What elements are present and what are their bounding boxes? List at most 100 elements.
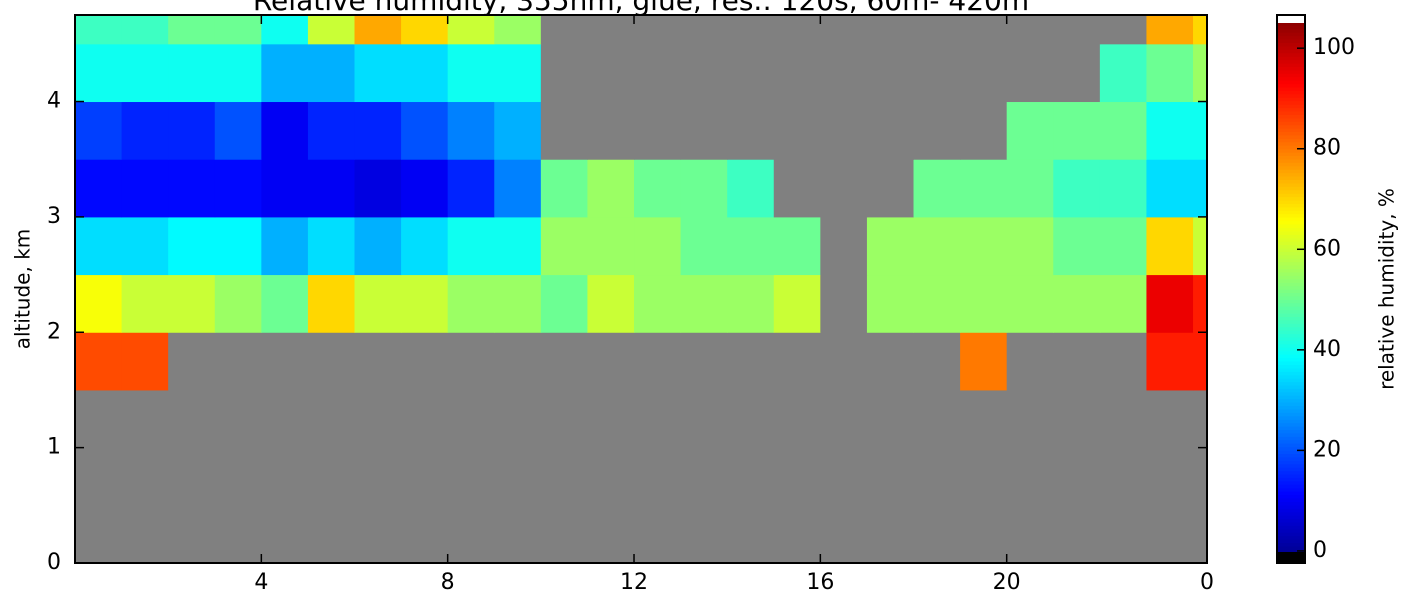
- heatmap-cell: [913, 505, 961, 564]
- colorbar-band: [1277, 196, 1305, 201]
- heatmap-cell: [634, 505, 682, 564]
- heatmap-cell: [820, 15, 868, 45]
- colorbar-band: [1277, 152, 1305, 157]
- colorbar-band: [1277, 186, 1305, 191]
- heatmap-cell: [261, 274, 309, 333]
- colorbar-band: [1277, 282, 1305, 287]
- colorbar-band: [1277, 206, 1305, 211]
- colorbar-band: [1277, 69, 1305, 74]
- heatmap-cell: [494, 332, 542, 391]
- colorbar-band: [1277, 302, 1305, 307]
- colorbar-band: [1277, 343, 1305, 348]
- heatmap-cell: [866, 274, 915, 333]
- heatmap-cell: [494, 101, 542, 160]
- heatmap-cell: [1193, 274, 1208, 333]
- heatmap-cell: [261, 159, 309, 218]
- colorbar-band: [1277, 347, 1305, 352]
- y-axis-label: altitude, km: [11, 229, 35, 350]
- heatmap-cell: [1146, 216, 1194, 276]
- heatmap-cell: [261, 332, 309, 391]
- heatmap-cell: [121, 274, 169, 333]
- colorbar-band: [1277, 97, 1305, 102]
- heatmap-cell: [1006, 447, 1054, 506]
- heatmap-cell: [447, 216, 495, 276]
- heatmap-cell: [587, 505, 635, 564]
- heatmap-cell: [214, 447, 262, 506]
- plot-frame: [74, 14, 1208, 564]
- colorbar-band: [1277, 128, 1305, 133]
- heatmap-cell: [913, 332, 961, 391]
- heatmap-cell: [680, 389, 728, 449]
- heatmap-cell: [494, 15, 542, 45]
- colorbar-band: [1277, 364, 1305, 369]
- colorbar-band: [1277, 443, 1305, 448]
- heatmap-cell: [214, 43, 262, 103]
- heatmap-cell: [401, 101, 449, 160]
- heatmap-cell: [494, 447, 542, 506]
- colorbar-band: [1277, 405, 1305, 410]
- colorbar-band: [1277, 436, 1305, 441]
- heatmap-cell: [1193, 332, 1208, 391]
- colorbar-band: [1277, 484, 1305, 489]
- heatmap-cell: [540, 389, 588, 449]
- heatmap-cell: [168, 332, 216, 391]
- heatmap-cell: [261, 101, 309, 160]
- colorbar-band: [1277, 491, 1305, 496]
- heatmap-cell: [727, 15, 775, 45]
- colorbar-band: [1277, 271, 1305, 276]
- colorbar-band: [1277, 289, 1305, 294]
- heatmap-cell: [168, 101, 216, 160]
- heatmap-cell: [307, 159, 356, 218]
- colorbar-band: [1277, 295, 1305, 300]
- colorbar-band: [1277, 374, 1305, 379]
- heatmap-cell: [307, 15, 356, 45]
- colorbar-band: [1277, 477, 1305, 482]
- heatmap-cell: [354, 447, 402, 506]
- colorbar-band: [1277, 340, 1305, 345]
- colorbar-band: [1277, 521, 1305, 526]
- heatmap-cell: [634, 101, 682, 160]
- heatmap-cell: [1099, 505, 1147, 564]
- colorbar-band: [1277, 90, 1305, 95]
- colorbar-band: [1277, 220, 1305, 225]
- heatmap-cell: [121, 216, 169, 276]
- heatmap-cell: [1053, 274, 1101, 333]
- y-tick-label: 2: [47, 319, 61, 344]
- heatmap-cell: [168, 389, 216, 449]
- colorbar-band: [1277, 419, 1305, 424]
- heatmap-cell: [1099, 447, 1147, 506]
- heatmap-cell: [1099, 332, 1147, 391]
- colorbar-band: [1277, 330, 1305, 335]
- colorbar-band: [1277, 203, 1305, 208]
- heatmap-cell: [447, 505, 495, 564]
- heatmap-cell: [960, 43, 1008, 103]
- colorbar-band: [1277, 73, 1305, 78]
- x-tick-label: 12: [620, 570, 648, 595]
- heatmap-cell: [960, 505, 1008, 564]
- heatmap-cell: [727, 447, 775, 506]
- heatmap-cell: [540, 101, 588, 160]
- heatmap-cell: [1099, 389, 1147, 449]
- colorbar-band: [1277, 408, 1305, 413]
- heatmap-cell: [75, 505, 123, 564]
- heatmap-cell: [1099, 15, 1147, 45]
- colorbar-band: [1277, 56, 1305, 61]
- heatmap-cell: [773, 101, 821, 160]
- y-tick-label: 3: [47, 204, 61, 229]
- heatmap-cell: [727, 101, 775, 160]
- heatmap-cell: [960, 216, 1008, 276]
- heatmap-cell: [307, 389, 356, 449]
- colorbar-band: [1277, 323, 1305, 328]
- colorbar-band: [1277, 371, 1305, 376]
- heatmap-cell: [680, 216, 728, 276]
- heatmap-cell: [447, 332, 495, 391]
- heatmap-cell: [1099, 216, 1147, 276]
- colorbar-band: [1277, 172, 1305, 177]
- colorbar-tick-label: 0: [1313, 538, 1327, 563]
- colorbar-band: [1277, 446, 1305, 451]
- heatmap-cell: [773, 159, 821, 218]
- colorbar-band: [1277, 265, 1305, 270]
- heatmap-cell: [1146, 274, 1194, 333]
- heatmap-cell: [680, 43, 728, 103]
- colorbar-band: [1277, 244, 1305, 249]
